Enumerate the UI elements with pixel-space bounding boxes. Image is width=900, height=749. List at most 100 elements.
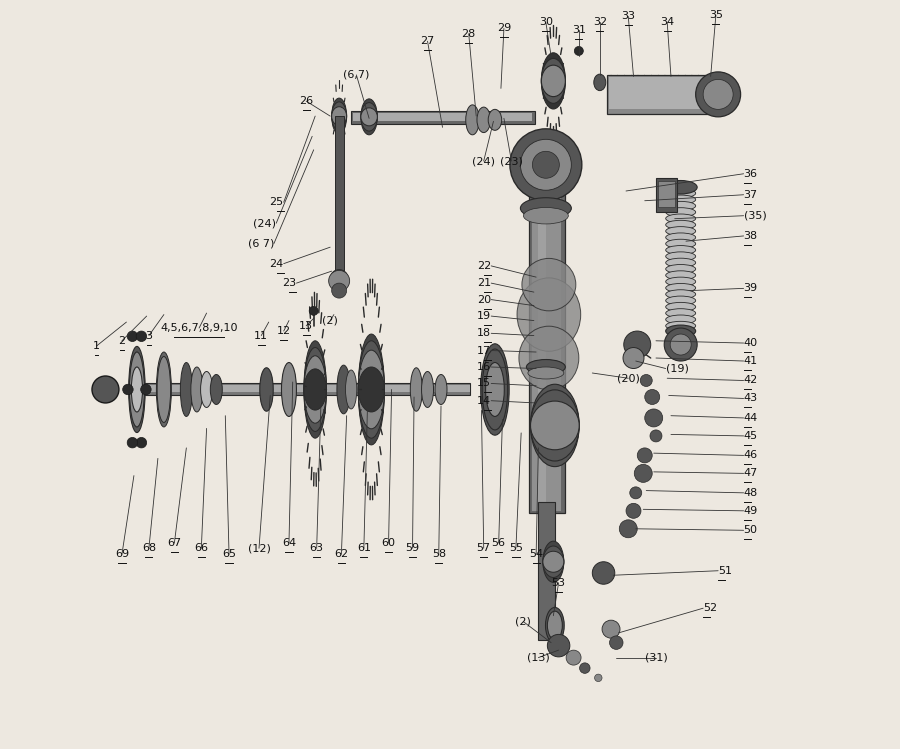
Ellipse shape: [361, 103, 377, 131]
Text: 68: 68: [142, 543, 156, 554]
Ellipse shape: [666, 321, 696, 330]
Text: 17: 17: [477, 345, 491, 356]
Circle shape: [644, 409, 662, 427]
Ellipse shape: [666, 258, 696, 267]
Text: (6 7): (6 7): [248, 238, 274, 249]
Ellipse shape: [542, 53, 565, 109]
Circle shape: [520, 139, 572, 190]
Text: (20): (20): [616, 373, 640, 383]
Text: 39: 39: [743, 283, 758, 294]
Circle shape: [623, 348, 644, 369]
Circle shape: [650, 430, 662, 442]
Ellipse shape: [304, 341, 327, 438]
Text: 28: 28: [462, 28, 476, 39]
Ellipse shape: [530, 401, 580, 449]
Circle shape: [127, 437, 138, 448]
Text: 2: 2: [119, 336, 125, 346]
Ellipse shape: [158, 357, 171, 422]
Text: 3: 3: [146, 330, 152, 341]
Ellipse shape: [666, 296, 696, 305]
Ellipse shape: [201, 372, 212, 407]
Text: 60: 60: [382, 538, 396, 548]
Text: 61: 61: [357, 543, 371, 554]
Circle shape: [624, 331, 651, 358]
Ellipse shape: [519, 327, 579, 389]
Text: 55: 55: [508, 543, 523, 554]
Text: 57: 57: [477, 543, 490, 554]
Circle shape: [644, 389, 660, 404]
Ellipse shape: [524, 207, 568, 224]
Text: 24: 24: [269, 258, 284, 269]
Ellipse shape: [666, 283, 696, 292]
Text: 16: 16: [477, 362, 491, 372]
Text: 40: 40: [743, 338, 758, 348]
Ellipse shape: [211, 374, 222, 404]
Ellipse shape: [666, 252, 696, 261]
Text: 47: 47: [743, 468, 758, 479]
Text: 15: 15: [477, 378, 491, 389]
Text: 18: 18: [477, 328, 491, 339]
Text: 33: 33: [621, 11, 635, 22]
Text: 62: 62: [334, 549, 348, 560]
Ellipse shape: [482, 349, 508, 430]
Text: 1: 1: [93, 341, 100, 351]
Circle shape: [310, 306, 319, 315]
Ellipse shape: [543, 551, 563, 572]
Circle shape: [595, 674, 602, 682]
Ellipse shape: [526, 360, 565, 374]
Circle shape: [136, 437, 147, 448]
Ellipse shape: [358, 351, 384, 428]
Text: 32: 32: [593, 17, 607, 28]
Circle shape: [332, 283, 347, 298]
Ellipse shape: [666, 207, 696, 216]
Text: (2): (2): [322, 315, 338, 326]
Text: (23): (23): [500, 156, 523, 166]
Text: 19: 19: [477, 311, 491, 321]
Text: 59: 59: [406, 543, 419, 554]
Circle shape: [547, 634, 570, 657]
Ellipse shape: [337, 366, 350, 413]
Circle shape: [122, 384, 133, 395]
Text: 65: 65: [222, 549, 236, 560]
Ellipse shape: [542, 58, 565, 103]
Text: (13): (13): [527, 652, 550, 663]
Bar: [538, 502, 555, 640]
Ellipse shape: [361, 99, 377, 135]
Circle shape: [637, 448, 652, 463]
Circle shape: [580, 663, 590, 673]
Text: 34: 34: [660, 17, 674, 28]
Ellipse shape: [522, 258, 576, 311]
Ellipse shape: [304, 356, 327, 423]
Ellipse shape: [530, 384, 580, 467]
Ellipse shape: [260, 368, 274, 411]
Ellipse shape: [666, 271, 696, 280]
Ellipse shape: [666, 290, 696, 299]
Ellipse shape: [331, 270, 347, 285]
Ellipse shape: [481, 344, 509, 435]
Bar: [608, 77, 707, 109]
Text: 43: 43: [743, 393, 758, 404]
Text: 13: 13: [299, 321, 313, 331]
Ellipse shape: [131, 367, 142, 412]
Text: (2): (2): [516, 616, 531, 627]
Ellipse shape: [543, 546, 563, 577]
Text: 56: 56: [491, 538, 506, 548]
Ellipse shape: [542, 65, 565, 97]
Ellipse shape: [666, 189, 696, 198]
Text: 48: 48: [743, 488, 758, 498]
Ellipse shape: [666, 214, 696, 223]
Text: 12: 12: [276, 326, 291, 336]
Text: 52: 52: [703, 603, 717, 613]
Text: 22: 22: [477, 261, 491, 271]
Ellipse shape: [666, 239, 696, 248]
Circle shape: [92, 376, 119, 403]
Circle shape: [127, 331, 138, 342]
Bar: [658, 181, 675, 207]
Circle shape: [696, 72, 741, 117]
Text: 36: 36: [743, 169, 758, 179]
Text: 64: 64: [282, 538, 296, 548]
Ellipse shape: [666, 201, 696, 210]
Circle shape: [566, 650, 581, 665]
Text: (19): (19): [666, 363, 688, 374]
Text: 30: 30: [539, 17, 553, 28]
